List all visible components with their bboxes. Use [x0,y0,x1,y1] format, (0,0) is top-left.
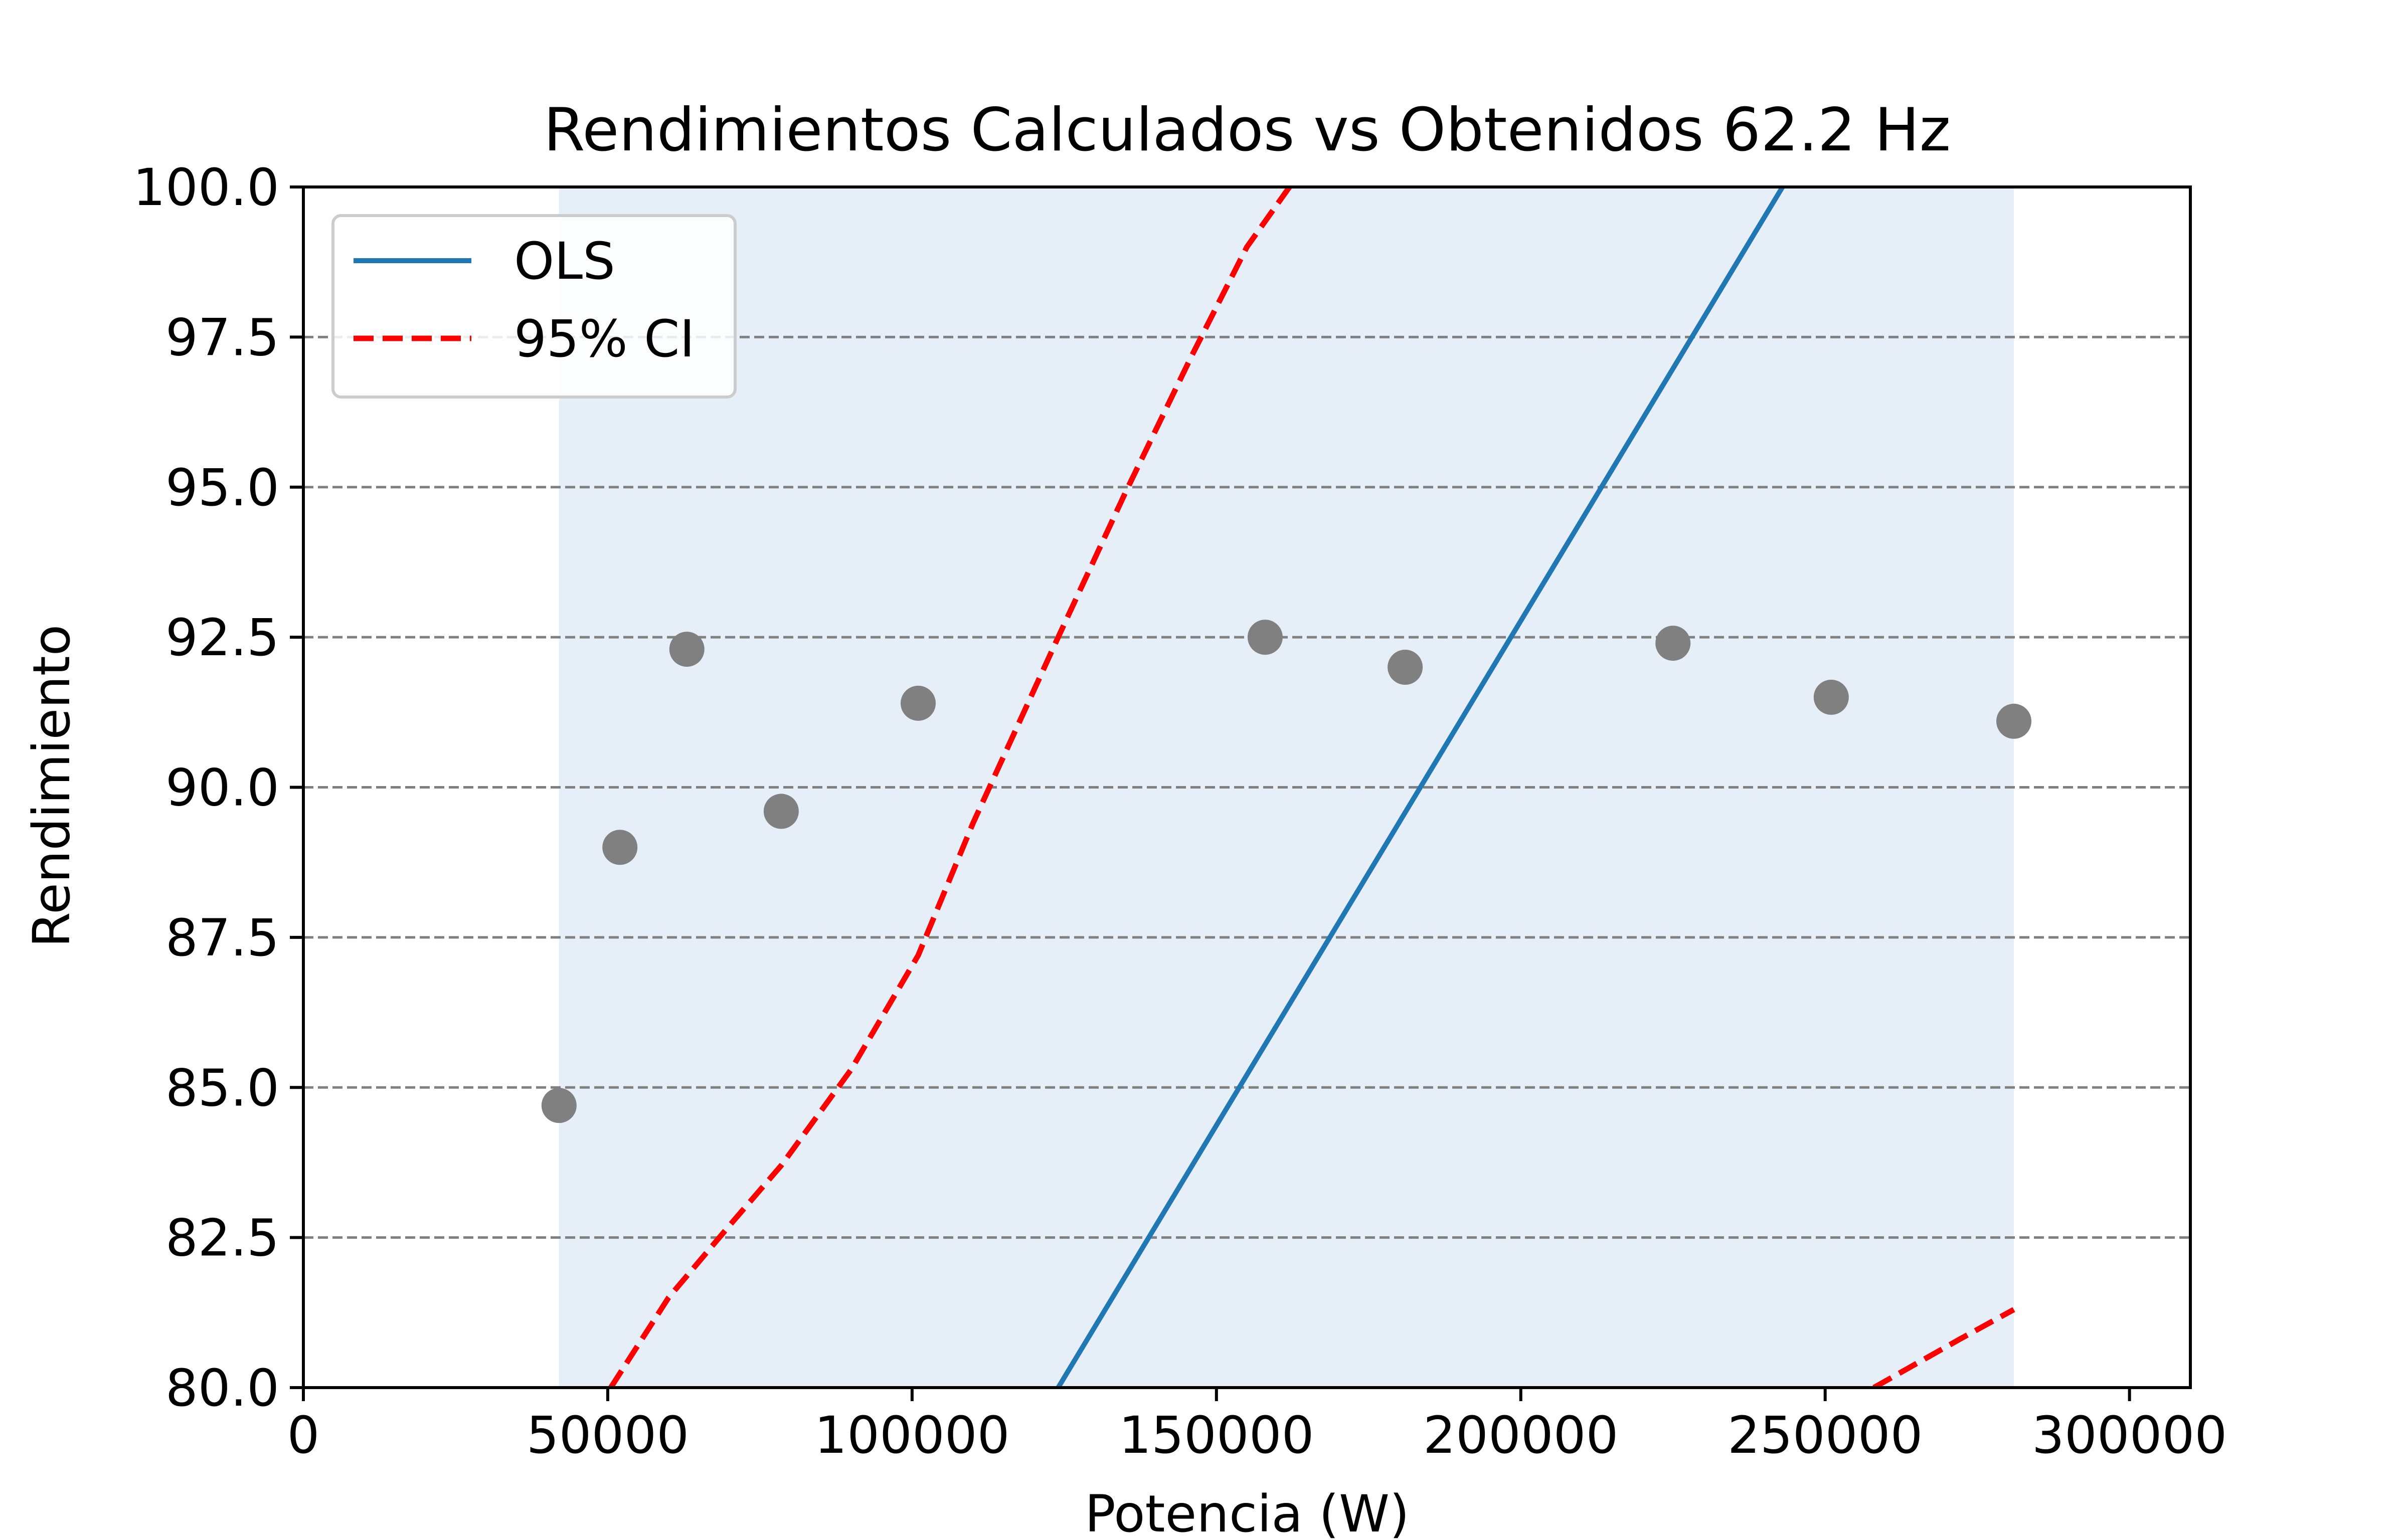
y-axis-label: Rendimiento [22,625,82,947]
ci-lower-line [1872,1307,2015,1388]
data-point [1388,650,1423,685]
ci-upper-line [608,187,1292,1388]
y-tick-label: 97.5 [165,308,279,367]
plot-content [303,187,2190,1388]
legend-ci-label: 95% CI [514,309,695,369]
x-tick-label: 150000 [1119,1406,1314,1465]
legend: OLS 95% CI [331,214,737,399]
data-point [541,1088,577,1123]
data-point [1813,679,1849,715]
data-point [669,632,705,667]
x-tick-label: 50000 [527,1406,689,1465]
y-tick-label: 82.5 [165,1209,279,1268]
y-tick-label: 80.0 [165,1359,279,1418]
data-point [1655,626,1691,661]
x-tick-label: 200000 [1423,1406,1618,1465]
x-tick-label: 0 [287,1406,320,1465]
x-tick-label: 300000 [2032,1406,2227,1465]
y-tick-label: 85.0 [165,1058,279,1118]
data-point [901,685,936,721]
data-point [763,794,799,829]
y-tick-label: 87.5 [165,908,279,968]
y-tick-label: 95.0 [165,458,279,518]
ols-line [1056,187,1785,1388]
plot-area: 0 50000 100000 150000 200000 250000 300000 80.0… [133,158,2227,1465]
y-tick-label: 92.5 [165,608,279,668]
x-tick-label: 100000 [814,1406,1009,1465]
chart-title: Rendimientos Calculados vs Obtenidos 62.… [544,96,1951,165]
legend-ols-label: OLS [514,232,615,291]
data-point [602,830,638,865]
x-tick-label: 250000 [1728,1406,1923,1465]
y-tick-label: 90.0 [165,758,279,818]
data-point [1247,620,1283,655]
data-point [1996,703,2031,739]
y-tick-label: 100.0 [133,158,279,218]
x-axis-label: Potencia (W) [1085,1484,1409,1540]
